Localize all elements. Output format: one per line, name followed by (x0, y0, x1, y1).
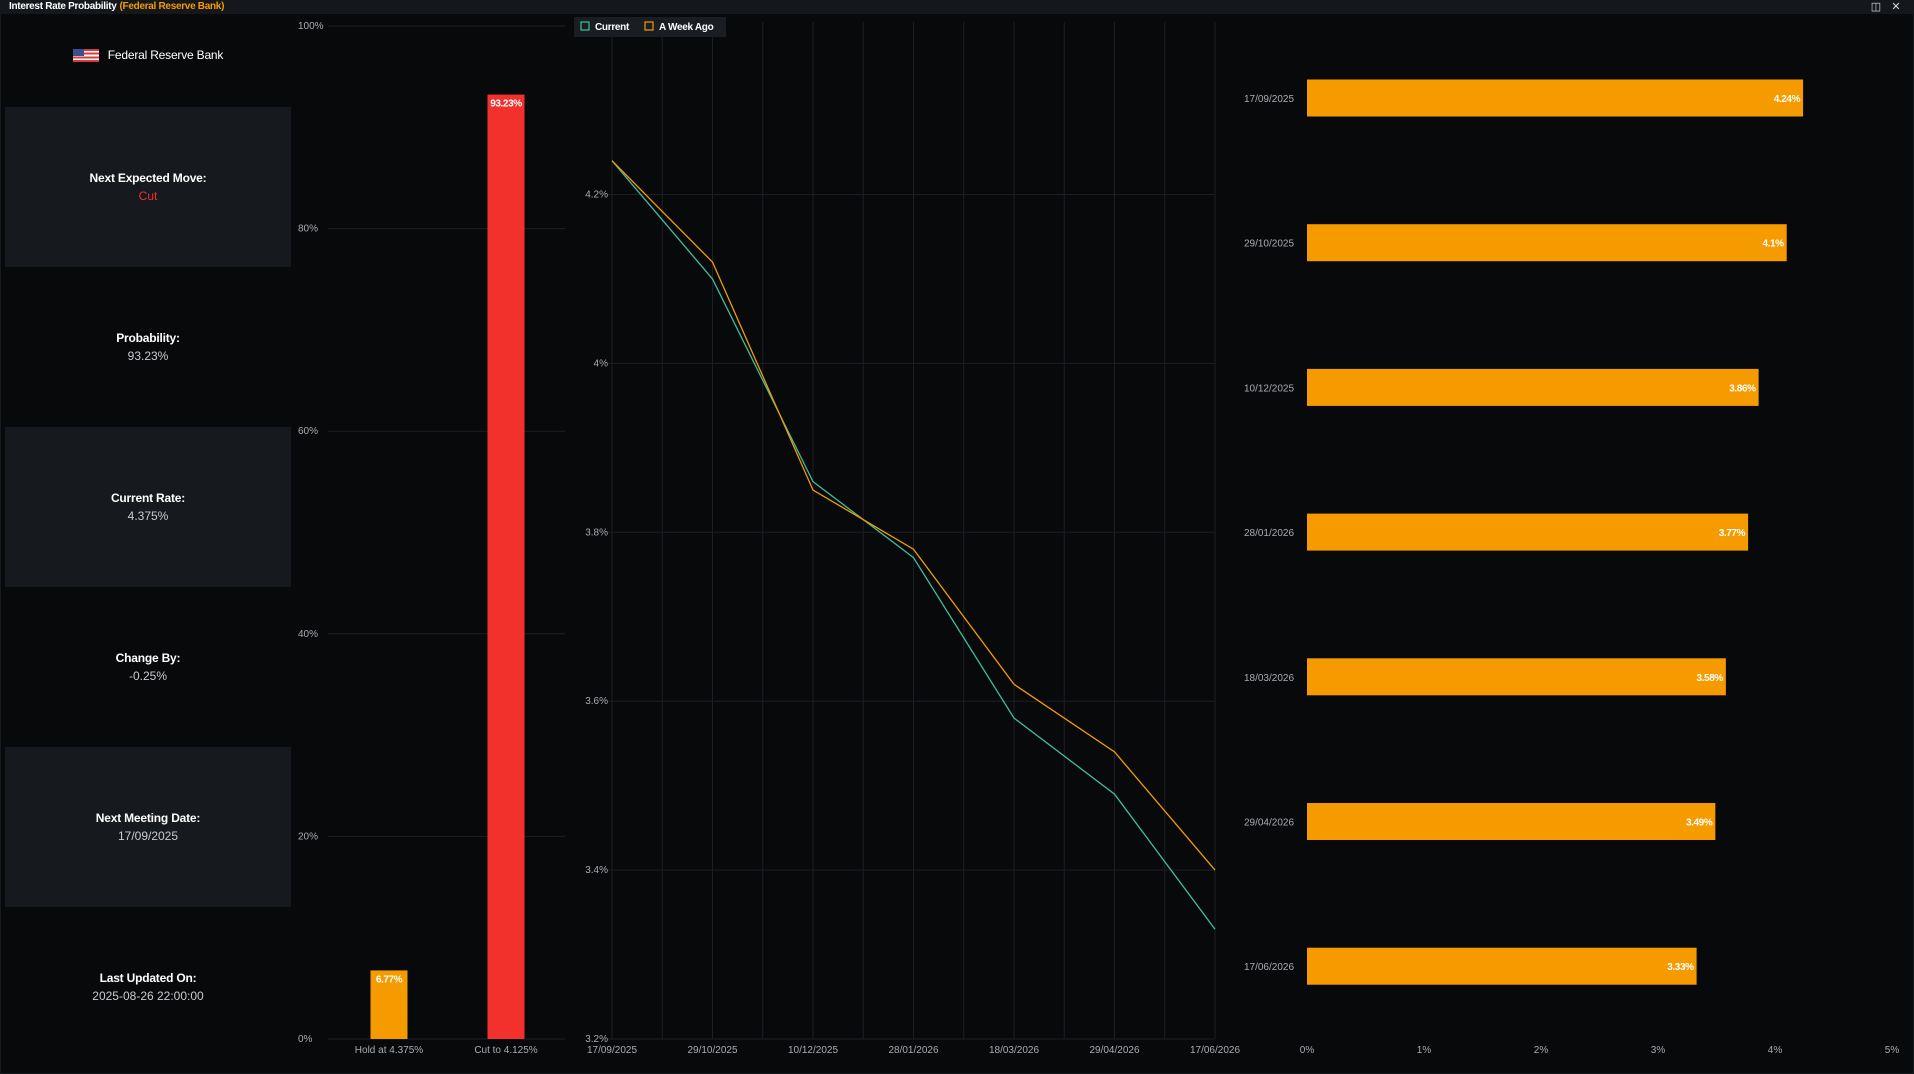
rate-x-tick-label: 17/09/2025 (587, 1045, 637, 1056)
card-label: Next Expected Move: (89, 171, 207, 185)
hbar (1307, 947, 1697, 985)
card-value: 93.23% (127, 349, 169, 363)
hbar-category-label: 29/10/2025 (1244, 239, 1294, 250)
hbar-x-tick-label: 0% (1300, 1045, 1315, 1056)
bank-name: Federal Reserve Bank (107, 48, 224, 62)
hbar-x-tick-label: 3% (1651, 1045, 1666, 1056)
rate-x-tick-label: 29/10/2025 (687, 1045, 737, 1056)
series-line-week-ago (611, 160, 1216, 871)
hbar-category-label: 17/09/2025 (1244, 94, 1294, 105)
hbar (1307, 224, 1787, 262)
hbar-data-label: 3.77% (1719, 528, 1746, 539)
card-label: Current Rate: (110, 491, 186, 505)
hbar-data-label: 4.1% (1762, 239, 1784, 250)
hbar-category-label: 10/12/2025 (1244, 383, 1294, 394)
card-label: Next Meeting Date: (95, 811, 201, 825)
hbar-data-label: 3.33% (1667, 962, 1694, 973)
hbar-x-tick-label: 2% (1534, 1045, 1549, 1056)
prob-x-tick-label: Cut to 4.125% (474, 1045, 537, 1056)
card-label: Probability: (116, 331, 180, 345)
rate-y-tick-label: 3.2% (585, 1034, 608, 1045)
window-title-text: Interest Rate Probability (9, 1, 117, 12)
rate-y-tick-label: 4% (594, 358, 609, 369)
rate-y-tick-label: 3.4% (585, 865, 608, 876)
hbar-data-label: 3.49% (1686, 818, 1713, 829)
card-last-updated: Last Updated On: 2025-08-26 22:00:00 (5, 907, 291, 1067)
card-probability: Probability: 93.23% (5, 267, 291, 427)
rate-x-tick-label: 18/03/2026 (989, 1045, 1039, 1056)
legend-swatch (580, 21, 590, 31)
rate-x-tick-label: 29/04/2026 (1089, 1045, 1139, 1056)
card-label: Change By: (115, 651, 181, 665)
hbar-x-tick-label: 1% (1417, 1045, 1432, 1056)
layout-icon[interactable]: ◫ (1870, 1, 1882, 13)
hbar-x-tick-label: 4% (1768, 1045, 1783, 1056)
rate-y-tick-label: 4.2% (585, 190, 608, 201)
hbar-category-label: 28/01/2026 (1244, 528, 1294, 539)
legend-box (574, 17, 726, 37)
card-label: Last Updated On: (99, 971, 197, 985)
card-change-by: Change By: -0.25% (5, 587, 291, 747)
hbar (1307, 803, 1716, 840)
hbar-category-label: 17/06/2026 (1244, 962, 1294, 973)
prob-x-tick-label: Hold at 4.375% (355, 1045, 423, 1056)
window-title: Interest Rate Probability (Federal Reserv… (9, 0, 224, 14)
info-panel: Federal Reserve Bank Next Expected Move:… (5, 14, 291, 1072)
prob-bar (370, 970, 408, 1039)
prob-y-tick-label: 20% (298, 831, 318, 842)
prob-bar (487, 94, 525, 1040)
us-flag-icon (72, 48, 99, 62)
hbar (1307, 658, 1726, 696)
close-icon[interactable]: ✕ (1891, 1, 1901, 13)
card-value: 2025-08-26 22:00:00 (92, 989, 204, 1003)
rate-x-tick-label: 17/06/2026 (1190, 1045, 1240, 1056)
hbar-data-label: 4.24% (1774, 94, 1801, 105)
card-current-rate: Current Rate: 4.375% (5, 427, 291, 587)
series-line-current (611, 160, 1216, 930)
card-next-meeting-date: Next Meeting Date: 17/09/2025 (5, 747, 291, 907)
hbar (1307, 79, 1804, 117)
prob-y-tick-label: 60% (298, 426, 318, 437)
card-value: 17/09/2025 (117, 829, 179, 843)
hbar (1307, 368, 1759, 406)
prob-bar-data-label: 6.77% (376, 974, 403, 985)
hbar-data-label: 3.86% (1729, 383, 1756, 394)
hbar (1307, 513, 1749, 551)
bank-row: Federal Reserve Bank (5, 40, 291, 70)
prob-bar-data-label: 93.23% (490, 99, 522, 110)
title-bar: Interest Rate Probability (Federal Reserv… (0, 0, 1914, 14)
rate-y-tick-label: 3.6% (585, 696, 608, 707)
legend-swatch (644, 21, 654, 31)
rate-x-tick-label: 28/01/2026 (888, 1045, 938, 1056)
rate-y-tick-label: 3.8% (585, 527, 608, 538)
prob-y-tick-label: 40% (298, 629, 318, 640)
legend-label: Current (595, 22, 630, 33)
prob-y-tick-label: 100% (298, 21, 324, 32)
hbar-x-tick-label: 5% (1885, 1045, 1900, 1056)
hbar-category-label: 18/03/2026 (1244, 673, 1294, 684)
card-value: -0.25% (128, 669, 168, 683)
hbar-category-label: 29/04/2026 (1244, 818, 1294, 829)
prob-y-tick-label: 0% (298, 1034, 313, 1045)
card-next-expected-move: Next Expected Move: Cut (5, 107, 291, 267)
hbar-data-label: 3.58% (1697, 673, 1724, 684)
legend-label: A Week Ago (659, 22, 714, 33)
card-value: 4.375% (127, 509, 169, 523)
window-subtitle: (Federal Reserve Bank) (119, 1, 225, 12)
prob-y-tick-label: 80% (298, 224, 318, 235)
rate-x-tick-label: 10/12/2025 (788, 1045, 838, 1056)
card-value: Cut (138, 189, 158, 203)
